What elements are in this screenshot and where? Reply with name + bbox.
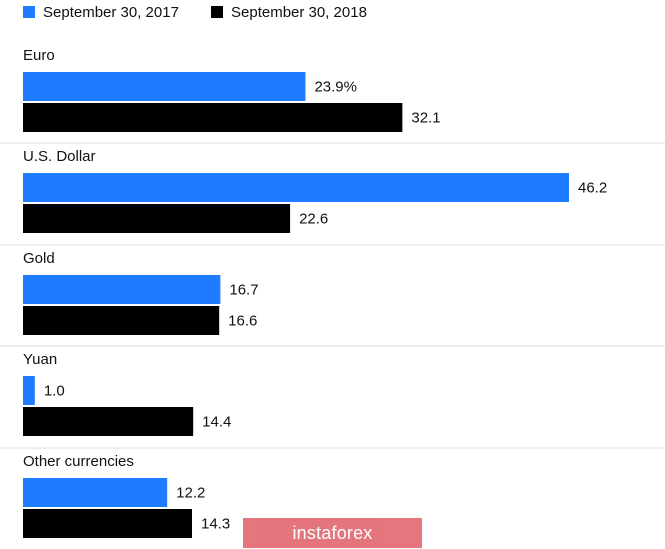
bar-u-s-dollar-2017	[23, 173, 569, 202]
bar-group-other-currencies: Other currencies 12.2 14.3	[0, 447, 665, 538]
category-label-other-currencies: Other currencies	[23, 453, 134, 470]
bar-group-u-s-dollar: U.S. Dollar 46.2 22.6	[0, 142, 665, 233]
legend-swatch-2018	[211, 6, 223, 18]
legend-label-2018: September 30, 2018	[231, 4, 367, 21]
bar-gold-2017	[23, 275, 221, 304]
value-label-gold-2017: 16.7	[229, 282, 258, 299]
value-label-other-currencies-2017: 12.2	[176, 485, 205, 502]
bar-euro-2017	[23, 72, 306, 101]
value-label-yuan-2017: 1.0	[44, 383, 65, 400]
bar-gold-2018	[23, 306, 220, 335]
value-label-euro-2017: 23.9%	[314, 79, 357, 96]
bar-yuan-2018	[23, 407, 194, 436]
bar-u-s-dollar-2018	[23, 204, 291, 233]
bar-group-euro: Euro 23.9% 32.1	[23, 47, 441, 132]
legend-swatch-2017	[23, 6, 35, 18]
legend: September 30, 2017 September 30, 2018	[23, 4, 367, 21]
bar-other-currencies-2017	[23, 478, 168, 507]
value-label-u-s-dollar-2018: 22.6	[299, 211, 328, 228]
legend-label-2017: September 30, 2017	[43, 4, 179, 21]
value-label-yuan-2018: 14.4	[202, 414, 231, 431]
bar-groups: Euro 23.9% 32.1 U.S. Dollar 46.2 22.6 Gold 16.7…	[0, 47, 665, 538]
category-label-euro: Euro	[23, 47, 55, 64]
bar-group-gold: Gold 16.7 16.6	[0, 244, 665, 335]
value-label-gold-2018: 16.6	[228, 313, 257, 330]
category-label-gold: Gold	[23, 250, 55, 267]
watermark-badge: instaforex	[243, 518, 422, 548]
bar-group-yuan: Yuan 1.0 14.4	[0, 345, 665, 436]
value-label-other-currencies-2018: 14.3	[201, 516, 230, 533]
value-label-u-s-dollar-2017: 46.2	[578, 180, 607, 197]
category-label-yuan: Yuan	[23, 351, 57, 368]
category-label-u-s-dollar: U.S. Dollar	[23, 148, 96, 165]
bar-yuan-2017	[23, 376, 35, 405]
bar-other-currencies-2018	[23, 509, 192, 538]
value-label-euro-2018: 32.1	[411, 110, 440, 127]
bar-euro-2018	[23, 103, 403, 132]
